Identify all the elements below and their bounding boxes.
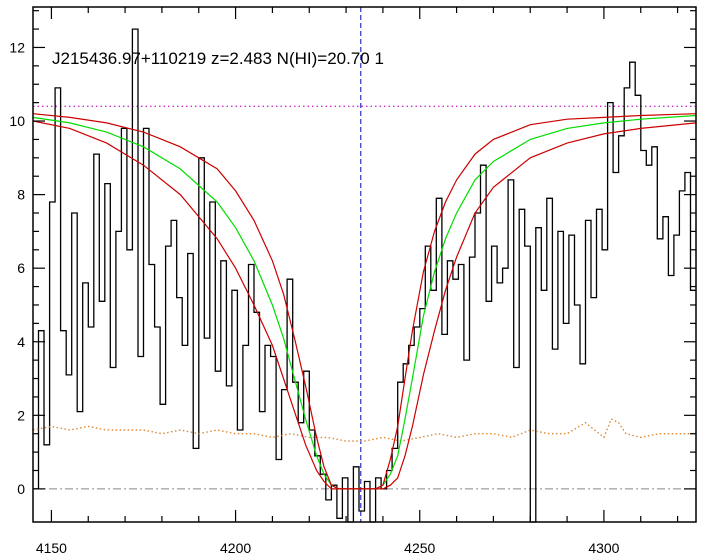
plot-marks xyxy=(32,7,697,523)
x-tick-label: 4150 xyxy=(36,540,67,556)
y-tick-label: 12 xyxy=(9,39,25,55)
y-tick-label: 8 xyxy=(17,187,25,203)
y-tick-label: 0 xyxy=(17,481,25,497)
y-tick-label: 4 xyxy=(17,334,25,350)
y-tick-label: 10 xyxy=(9,113,25,129)
x-tick-label: 4250 xyxy=(404,540,435,556)
fit-lower-curve xyxy=(32,120,697,490)
flux-histogram xyxy=(33,28,696,523)
error-curve xyxy=(32,418,696,442)
plot-axes: 4150 4200 4250 4300 0 2 4 6 8 10 12 xyxy=(9,6,697,556)
y-tick-label: 6 xyxy=(17,260,25,276)
x-tick-label: 4300 xyxy=(588,540,619,556)
x-tick-label: 4200 xyxy=(220,540,251,556)
plot-frame xyxy=(32,6,697,523)
plot-title: J215436.97+110219 z=2.483 N(HI)=20.70 1 xyxy=(52,49,384,68)
y-tick-label: 2 xyxy=(17,407,25,423)
